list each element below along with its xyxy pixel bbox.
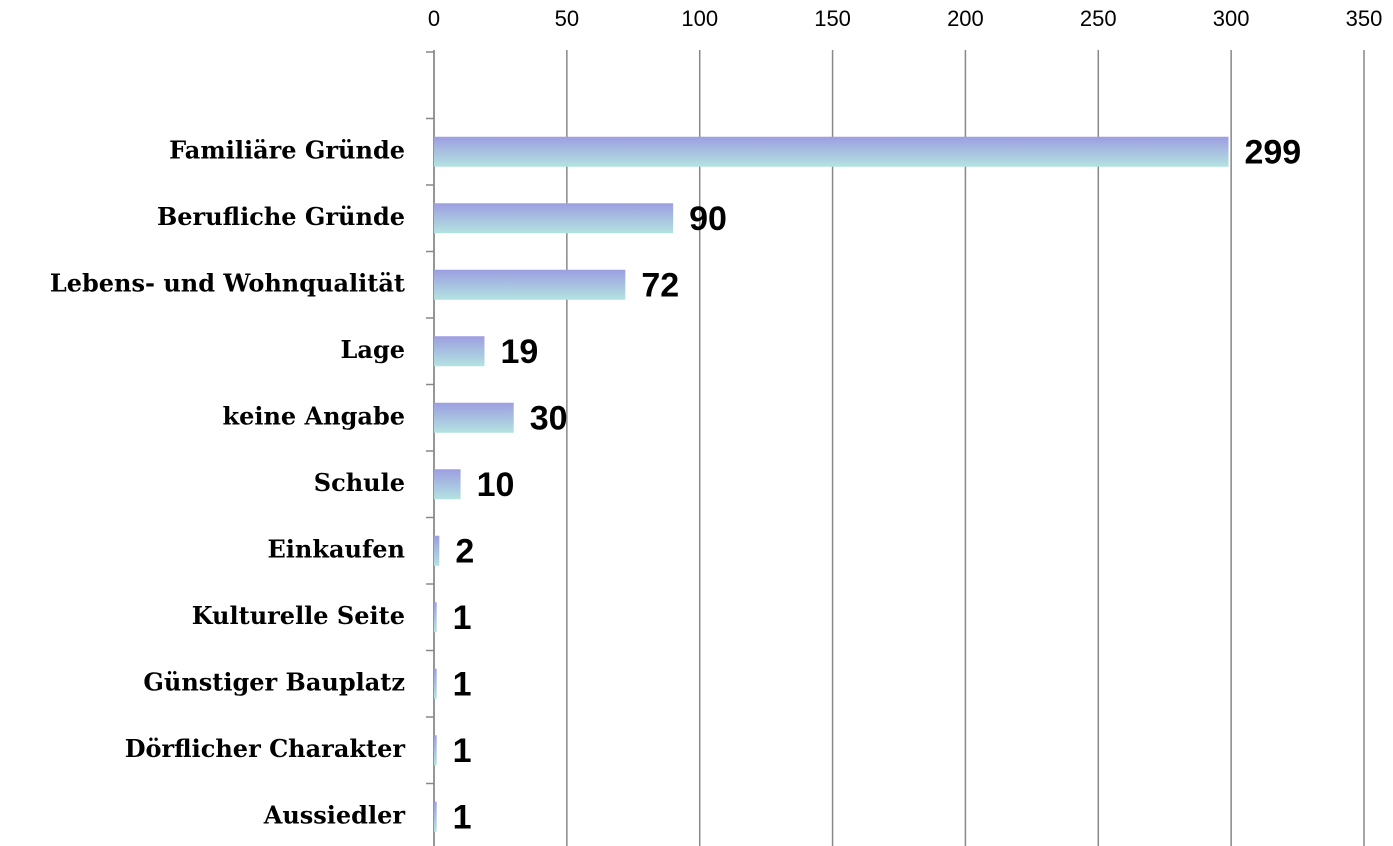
data-label: 2 bbox=[455, 533, 474, 571]
x-tick-label: 300 bbox=[1213, 6, 1250, 31]
bar bbox=[434, 402, 514, 433]
bar bbox=[434, 668, 437, 699]
data-label: 1 bbox=[453, 666, 472, 704]
category-label: Familiäre Gründe bbox=[169, 135, 405, 164]
category-label: Lage bbox=[341, 335, 405, 364]
data-label: 90 bbox=[689, 200, 727, 238]
x-tick-label: 50 bbox=[555, 6, 579, 31]
bar bbox=[434, 602, 437, 633]
data-label: 72 bbox=[641, 267, 679, 305]
category-label: Kulturelle Seite bbox=[192, 601, 405, 630]
bar bbox=[434, 136, 1229, 167]
x-tick-label: 150 bbox=[814, 6, 851, 31]
data-label: 1 bbox=[453, 732, 472, 770]
category-label: Einkaufen bbox=[267, 534, 405, 563]
x-tick-label: 350 bbox=[1346, 6, 1383, 31]
category-label: keine Angabe bbox=[222, 401, 405, 430]
bar bbox=[434, 336, 485, 367]
bar bbox=[434, 735, 437, 766]
x-tick-label: 200 bbox=[947, 6, 984, 31]
category-label: Berufliche Gründe bbox=[157, 202, 405, 231]
bar bbox=[434, 203, 674, 234]
data-label: 19 bbox=[500, 333, 538, 371]
data-label: 30 bbox=[530, 400, 568, 438]
category-label: Günstiger Bauplatz bbox=[143, 667, 405, 696]
bar bbox=[434, 469, 461, 500]
x-tick-label: 0 bbox=[428, 6, 440, 31]
data-label: 1 bbox=[453, 599, 472, 637]
category-label: Dörflicher Charakter bbox=[125, 734, 406, 763]
category-label: Aussiedler bbox=[263, 800, 406, 829]
data-label: 299 bbox=[1244, 134, 1301, 172]
bar bbox=[434, 535, 440, 566]
category-label: Schule bbox=[314, 468, 405, 497]
category-label: Lebens- und Wohnqualität bbox=[50, 268, 405, 297]
data-label: 10 bbox=[477, 466, 515, 504]
x-tick-label: 250 bbox=[1080, 6, 1117, 31]
bar bbox=[434, 801, 437, 832]
x-tick-label: 100 bbox=[681, 6, 718, 31]
data-label: 1 bbox=[453, 799, 472, 837]
bar bbox=[434, 269, 626, 300]
